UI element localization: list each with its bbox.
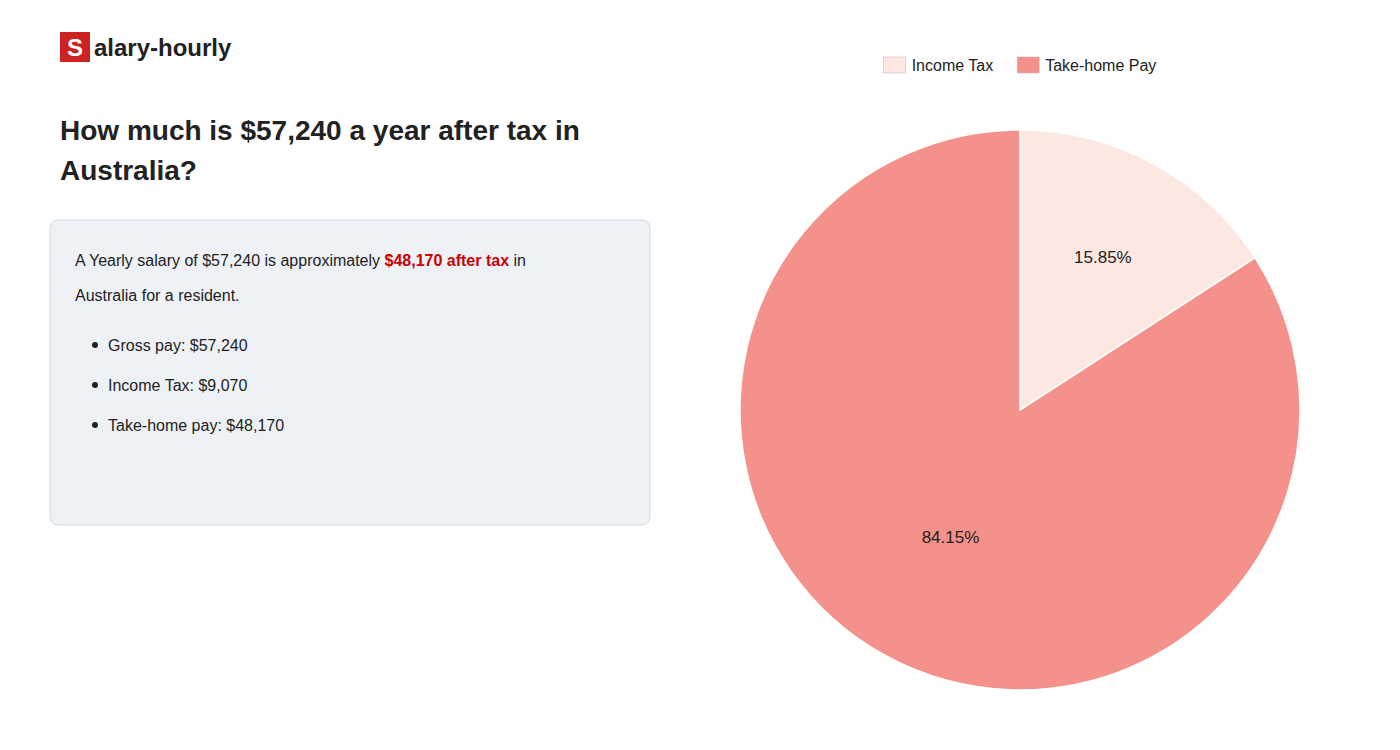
description-highlight: $48,170 after tax [385, 252, 510, 269]
logo: Salary-hourly [60, 32, 232, 62]
data-label: 15.85% [1074, 248, 1132, 267]
logo-box [60, 32, 90, 62]
pie [740, 130, 1300, 690]
legend-label: Take-home Pay [1045, 57, 1156, 74]
info-box: A Yearly salary of $57,240 is approximat… [50, 220, 650, 525]
logo-letter: S [67, 34, 83, 61]
pie-slice [740, 130, 1300, 690]
description: Australia for a resident. [75, 287, 240, 304]
legend-swatch [1017, 57, 1039, 73]
description-part: A Yearly salary of $57,240 is approximat… [75, 252, 385, 269]
logo-text: alary-hourly [94, 34, 232, 61]
data-label: 84.15% [922, 528, 980, 547]
title-group: How much is $57,240 a year after tax in A… [60, 115, 580, 186]
bullet-text: Take-home pay: $48,170 [108, 417, 284, 434]
description-part: in [509, 252, 526, 269]
title: Australia? [60, 155, 197, 186]
chart-root: Salary-hourly How much is $57,240 a year … [0, 0, 1400, 750]
bullet-text: Gross pay: $57,240 [108, 337, 248, 354]
title: How much is $57,240 a year after tax in [60, 115, 580, 146]
legend-label: Income Tax [912, 57, 994, 74]
description: A Yearly salary of $57,240 is approximat… [75, 252, 526, 269]
legend-swatch [884, 57, 906, 73]
bullet [92, 342, 98, 348]
bullet-text: Income Tax: $9,070 [108, 377, 247, 394]
bullet [92, 422, 98, 428]
bullet [92, 382, 98, 388]
legend-item: Take-home Pay [1017, 57, 1156, 74]
data-labels: 15.85% 84.15% [922, 248, 1132, 547]
legend: Income Tax Take-home Pay [884, 57, 1157, 74]
legend-item: Income Tax [884, 57, 994, 74]
info-box-background [50, 220, 650, 525]
